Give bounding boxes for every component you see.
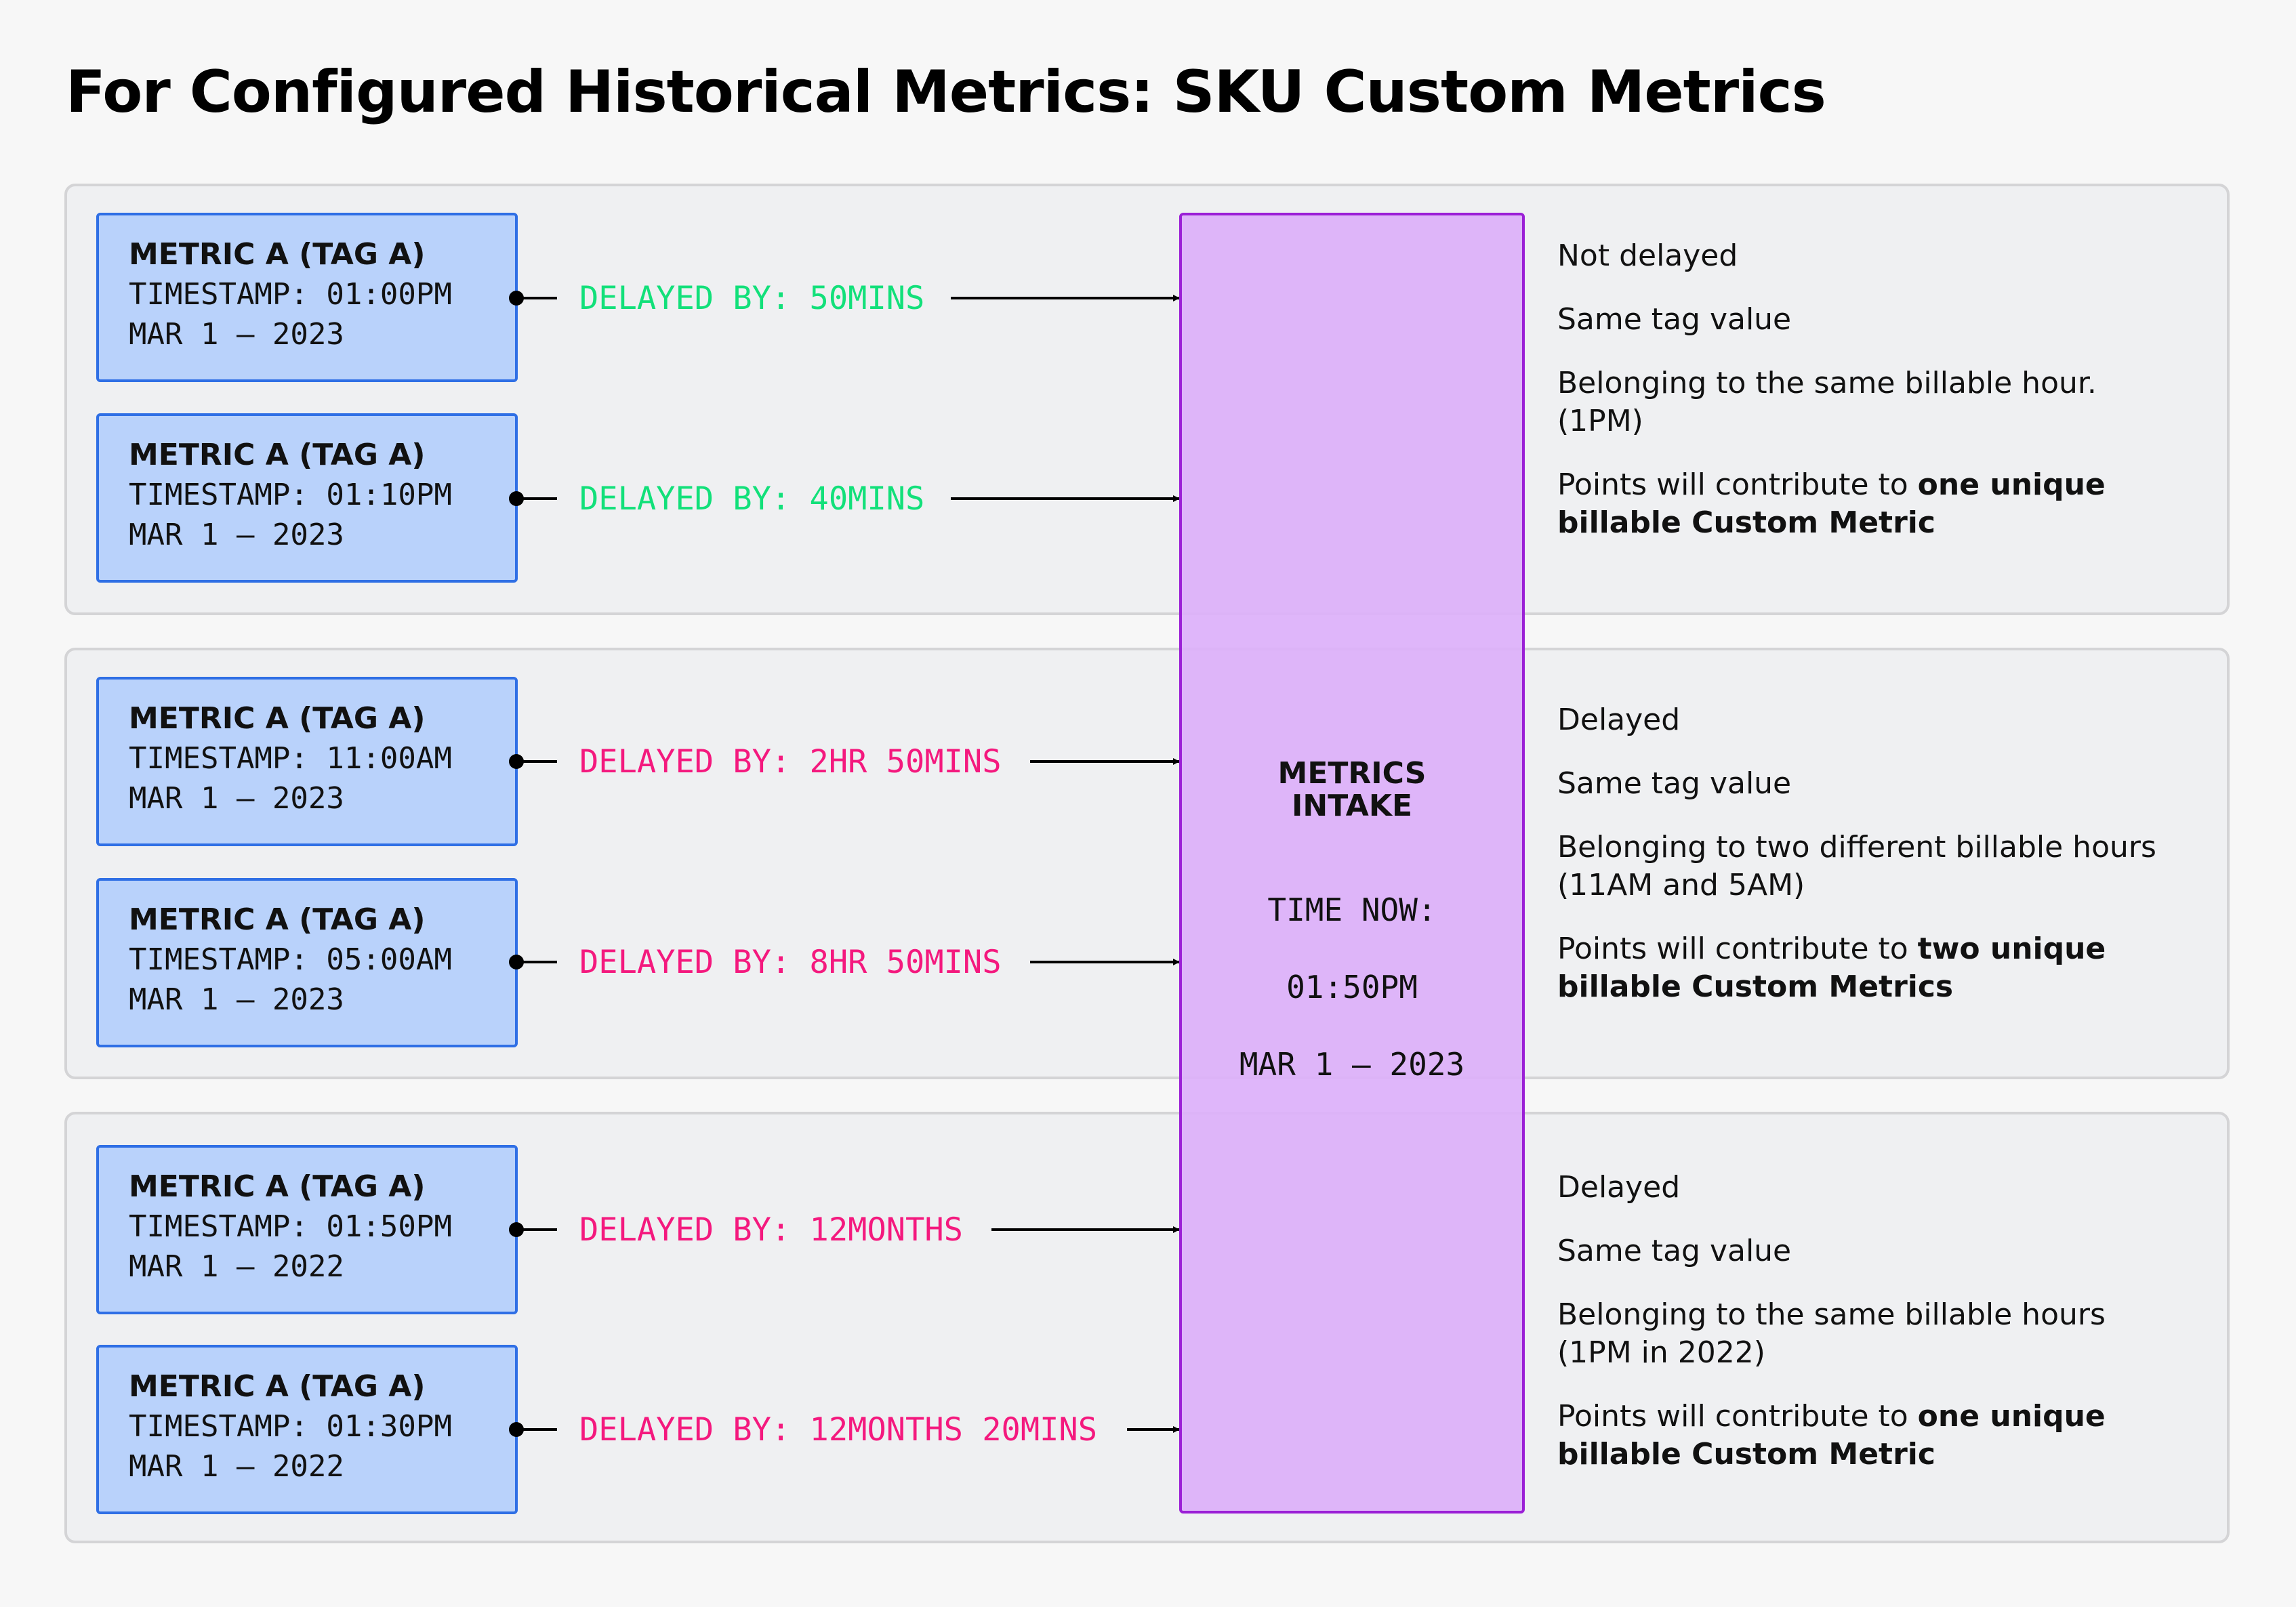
note-contribution-emphasis: one unique billable Custom Metric: [1557, 1399, 2106, 1472]
note-contribution-emphasis: one unique billable Custom Metric: [1557, 467, 2106, 540]
metric-name: METRIC A (TAG A): [129, 1369, 426, 1404]
metric-name: METRIC A (TAG A): [129, 438, 426, 472]
intake-time: TIME NOW: 01:50PM MAR 1 – 2023: [1182, 852, 1522, 1123]
delay-label: DELAYED BY: 50MINS: [579, 280, 925, 317]
group-notes: Not delayed Same tag value Belonging to …: [1557, 237, 2167, 568]
group-notes: Delayed Same tag value Belonging to two …: [1557, 701, 2167, 1032]
note-contribution-prefix: Points will contribute to: [1557, 467, 1918, 502]
note-tag: Same tag value: [1557, 766, 1792, 801]
group-notes: Delayed Same tag value Belonging to the …: [1557, 1169, 2167, 1499]
metric-name: METRIC A (TAG A): [129, 902, 426, 937]
metric-date: MAR 1 – 2022: [129, 1249, 344, 1284]
delay-label: DELAYED BY: 12MONTHS 20MINS: [579, 1411, 1098, 1448]
metric-name: METRIC A (TAG A): [129, 701, 426, 736]
note-contribution: Points will contribute to one unique bil…: [1557, 1398, 2167, 1474]
delay-label: DELAYED BY: 2HR 50MINS: [579, 743, 1002, 780]
metric-date: MAR 1 – 2023: [129, 317, 344, 352]
metric-box: METRIC A (TAG A) TIMESTAMP: 01:50PM MAR …: [96, 1145, 518, 1314]
note-hours: Belonging to the same billable hour. (1P…: [1557, 366, 2097, 438]
metrics-intake-column: METRICS INTAKE TIME NOW: 01:50PM MAR 1 –…: [1179, 213, 1525, 1514]
connector-dot: [509, 291, 524, 306]
note-tag: Same tag value: [1557, 302, 1792, 337]
delay-label: DELAYED BY: 8HR 50MINS: [579, 944, 1002, 981]
metric-box: METRIC A (TAG A) TIMESTAMP: 05:00AM MAR …: [96, 878, 518, 1047]
connector-dot: [509, 754, 524, 769]
page-title: For Configured Historical Metrics: SKU C…: [66, 58, 1826, 126]
connector-dot: [509, 1422, 524, 1437]
note-tag: Same tag value: [1557, 1234, 1792, 1268]
note-hours: Belonging to two different billable hour…: [1557, 830, 2156, 902]
metric-date: MAR 1 – 2023: [129, 781, 344, 816]
metric-name: METRIC A (TAG A): [129, 1169, 426, 1204]
connector-dot: [509, 955, 524, 969]
metric-box: METRIC A (TAG A) TIMESTAMP: 01:10PM MAR …: [96, 413, 518, 583]
metric-timestamp: TIMESTAMP: 11:00AM: [129, 741, 452, 776]
metric-timestamp: TIMESTAMP: 01:30PM: [129, 1409, 452, 1444]
metric-date: MAR 1 – 2023: [129, 982, 344, 1017]
intake-title-line: METRICS: [1277, 756, 1427, 791]
metric-name: METRIC A (TAG A): [129, 237, 426, 272]
intake-date: MAR 1 – 2023: [1239, 1046, 1465, 1083]
note-contribution-prefix: Points will contribute to: [1557, 932, 1918, 966]
metric-timestamp: TIMESTAMP: 01:50PM: [129, 1209, 452, 1244]
intake-title: METRICS INTAKE: [1182, 757, 1522, 822]
note-status: Delayed: [1557, 703, 1681, 737]
metric-timestamp: TIMESTAMP: 05:00AM: [129, 942, 452, 977]
metric-timestamp: TIMESTAMP: 01:10PM: [129, 478, 452, 512]
intake-time-value: 01:50PM: [1286, 969, 1418, 1005]
connector-dot: [509, 1222, 524, 1237]
metric-date: MAR 1 – 2023: [129, 518, 344, 552]
delay-label: DELAYED BY: 12MONTHS: [579, 1211, 963, 1249]
intake-title-line: INTAKE: [1292, 789, 1412, 823]
metric-box: METRIC A (TAG A) TIMESTAMP: 01:30PM MAR …: [96, 1345, 518, 1514]
note-hours: Belonging to the same billable hours (1P…: [1557, 1297, 2106, 1370]
metric-box: METRIC A (TAG A) TIMESTAMP: 01:00PM MAR …: [96, 213, 518, 382]
connector-dot: [509, 491, 524, 506]
metric-box: METRIC A (TAG A) TIMESTAMP: 11:00AM MAR …: [96, 677, 518, 846]
note-status: Delayed: [1557, 1170, 1681, 1205]
note-contribution: Points will contribute to two unique bil…: [1557, 930, 2167, 1006]
delay-label: DELAYED BY: 40MINS: [579, 480, 925, 518]
metric-timestamp: TIMESTAMP: 01:00PM: [129, 277, 452, 312]
note-contribution-emphasis: two unique billable Custom Metrics: [1557, 932, 2106, 1004]
note-status: Not delayed: [1557, 238, 1738, 273]
note-contribution: Points will contribute to one unique bil…: [1557, 466, 2167, 542]
metric-date: MAR 1 – 2022: [129, 1449, 344, 1484]
intake-time-label: TIME NOW:: [1267, 892, 1437, 928]
note-contribution-prefix: Points will contribute to: [1557, 1399, 1918, 1434]
